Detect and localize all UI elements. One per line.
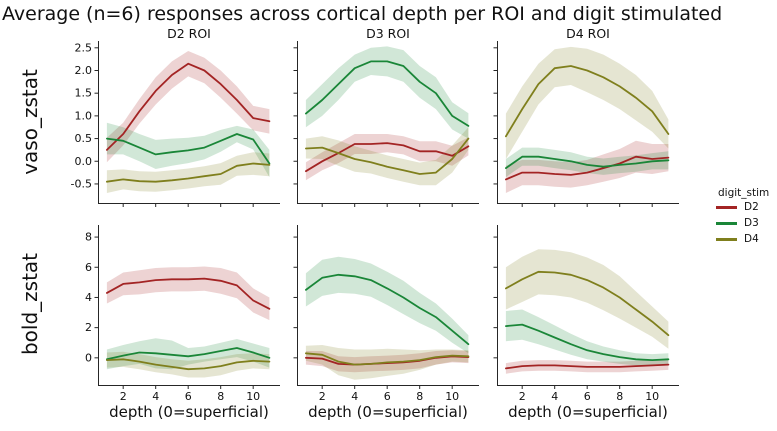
confidence-band-D2-r1c1 bbox=[305, 350, 469, 373]
series-line-D3-r1c2 bbox=[504, 323, 670, 362]
y-tick-label: 0.5 bbox=[75, 132, 93, 145]
y-axis-label-bold: bold_zstat bbox=[18, 252, 42, 356]
confidence-band-D3-r1c0 bbox=[106, 338, 270, 370]
legend-entry-d2: D2 bbox=[716, 201, 776, 213]
series-line-D4-r1c2 bbox=[504, 270, 670, 337]
confidence-band-D4-r0c2 bbox=[505, 46, 669, 159]
legend-label-d2: D2 bbox=[744, 201, 759, 213]
y-tick-label: 4 bbox=[85, 291, 92, 304]
col-title-d3-roi: D3 ROI bbox=[366, 26, 410, 41]
series-line-D3-r1c0 bbox=[106, 347, 271, 361]
series-line-D4-r1c1 bbox=[304, 352, 470, 366]
legend-label-d3: D3 bbox=[744, 217, 759, 229]
y-tick-label: -0.5 bbox=[71, 177, 92, 190]
figure-title: Average (n=6) responses across cortical … bbox=[2, 3, 723, 25]
legend-line-swatch-d3 bbox=[716, 222, 737, 225]
series-line-D2-r1c0 bbox=[106, 277, 271, 310]
series-line-D4-r1c0 bbox=[106, 358, 271, 371]
legend-label-d4: D4 bbox=[744, 233, 759, 245]
legend-line-swatch-d4 bbox=[716, 238, 737, 241]
confidence-band-D3-r0c1 bbox=[305, 46, 469, 139]
x-tick-label: 6 bbox=[584, 390, 591, 403]
series-line-D4-r0c2 bbox=[504, 65, 670, 138]
series-line-D4-r0c1 bbox=[304, 137, 470, 175]
confidence-band-D2-r0c2 bbox=[505, 140, 669, 193]
col-title-d2-roi: D2 ROI bbox=[167, 26, 211, 41]
x-tick-label: 4 bbox=[551, 390, 558, 403]
x-tick-label: 4 bbox=[152, 390, 159, 403]
series-line-D2-r0c0 bbox=[106, 62, 271, 151]
y-tick-label: 6 bbox=[85, 261, 92, 274]
series-line-D4-r0c0 bbox=[106, 162, 271, 183]
y-axis-label-vaso: vaso_zstat bbox=[18, 69, 42, 175]
x-tick-label: 10 bbox=[645, 390, 659, 403]
x-tick-label: 6 bbox=[185, 390, 192, 403]
series-line-D2-r1c2 bbox=[504, 363, 670, 370]
y-tick-label: 2.0 bbox=[75, 64, 93, 77]
series-line-D3-r0c2 bbox=[504, 155, 670, 170]
confidence-band-D2-r0c0 bbox=[106, 51, 270, 163]
x-tick-label: 10 bbox=[445, 390, 459, 403]
confidence-band-D4-r0c1 bbox=[305, 127, 469, 186]
series-line-D3-r0c1 bbox=[304, 60, 470, 127]
y-tick-label: 8 bbox=[85, 231, 92, 244]
series-line-D3-r0c0 bbox=[106, 133, 271, 165]
confidence-band-D4-r1c0 bbox=[106, 351, 270, 378]
legend-entry-d3: D3 bbox=[716, 217, 776, 229]
confidence-band-D3-r0c2 bbox=[505, 147, 669, 178]
confidence-band-D4-r0c0 bbox=[106, 152, 270, 193]
confidence-band-D2-r1c0 bbox=[106, 266, 270, 321]
confidence-band-D4-r1c2 bbox=[505, 249, 669, 349]
col-title-d4-roi: D4 ROI bbox=[566, 26, 610, 41]
series-line-D2-r0c2 bbox=[504, 155, 670, 181]
x-tick-label: 2 bbox=[319, 390, 326, 403]
legend-line-swatch-d2 bbox=[716, 206, 737, 209]
confidence-band-D2-r0c1 bbox=[305, 134, 469, 181]
x-axis-label-col1: depth (0=superficial) bbox=[109, 403, 269, 421]
y-tick-label: 0 bbox=[85, 351, 92, 364]
legend-entry-d4: D4 bbox=[716, 233, 776, 245]
series-line-D2-r0c1 bbox=[304, 142, 470, 173]
y-tick-label: 1.5 bbox=[75, 87, 93, 100]
y-tick-label: 2 bbox=[85, 321, 92, 334]
confidence-band-D3-r1c2 bbox=[505, 309, 669, 367]
y-tick-label: 1.0 bbox=[75, 109, 93, 122]
y-tick-label: 2.5 bbox=[75, 41, 93, 54]
x-tick-label: 2 bbox=[120, 390, 127, 403]
x-tick-label: 10 bbox=[246, 390, 260, 403]
x-axis-label-col3: depth (0=superficial) bbox=[508, 403, 668, 421]
legend: digit_stim D2 D3 D4 bbox=[716, 187, 776, 252]
confidence-band-D3-r1c1 bbox=[305, 256, 469, 354]
x-tick-label: 2 bbox=[519, 390, 526, 403]
legend-title: digit_stim bbox=[718, 187, 770, 199]
x-axis-label-col2: depth (0=superficial) bbox=[308, 403, 468, 421]
x-tick-label: 8 bbox=[616, 390, 623, 403]
x-tick-label: 6 bbox=[384, 390, 391, 403]
x-tick-label: 4 bbox=[351, 390, 358, 403]
x-tick-label: 8 bbox=[217, 390, 224, 403]
x-tick-label: 8 bbox=[416, 390, 423, 403]
series-line-D3-r1c1 bbox=[304, 273, 470, 346]
y-tick-label: 0.0 bbox=[75, 155, 93, 168]
